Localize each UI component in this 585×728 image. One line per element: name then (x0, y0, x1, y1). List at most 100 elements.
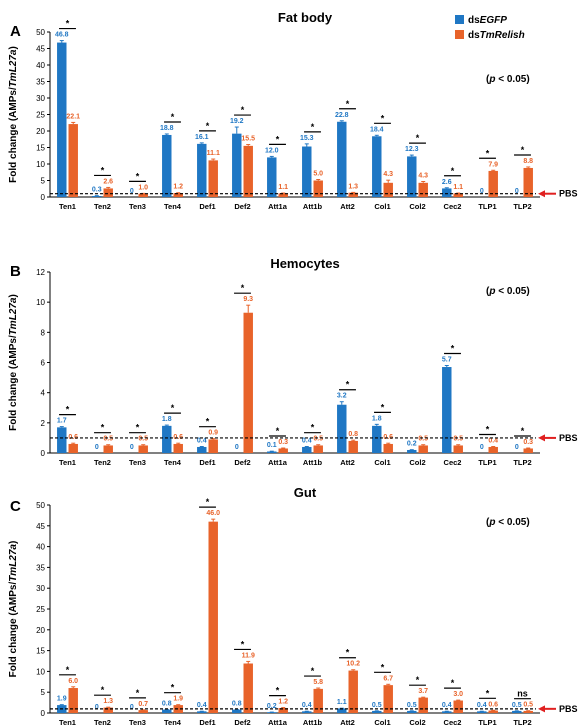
significance-marker: * (66, 665, 70, 675)
y-tick-label: 30 (36, 94, 45, 103)
bar-egfp (232, 133, 242, 197)
data-label: 0.5 (407, 702, 417, 709)
significance-marker: * (136, 171, 140, 181)
p-value-note: (p < 0.05) (486, 286, 530, 297)
x-category-label: Col2 (409, 718, 425, 727)
significance-marker: * (206, 497, 210, 507)
bar-relish (173, 193, 183, 197)
bar-egfp (302, 446, 312, 453)
data-label: 0.6 (68, 434, 78, 441)
y-tick-label: 20 (36, 127, 45, 136)
x-category-label: Ten4 (164, 718, 182, 727)
x-category-label: Att1a (268, 718, 288, 727)
bar-relish (68, 688, 78, 713)
data-label: 1.1 (453, 184, 463, 191)
x-category-label: Def2 (234, 458, 250, 467)
y-tick-label: 40 (36, 61, 45, 70)
x-category-label: Def1 (199, 718, 215, 727)
data-label: 0.8 (232, 700, 242, 707)
y-tick-label: 10 (36, 298, 45, 307)
y-tick-label: 15 (36, 647, 45, 656)
pbs-label: PBS (559, 189, 578, 199)
data-label: 0.4 (197, 438, 207, 445)
bar-egfp (267, 451, 277, 453)
bar-relish (243, 312, 253, 453)
x-category-label: Att1b (303, 718, 323, 727)
x-category-label: Att1a (268, 202, 288, 211)
p-value-note: (p < 0.05) (486, 74, 530, 85)
x-category-label: Cec2 (444, 202, 462, 211)
data-label: 1.1 (337, 699, 347, 706)
bar-egfp (442, 188, 452, 197)
bar-relish (138, 710, 148, 713)
x-category-label: TLP2 (513, 458, 531, 467)
significance-marker: * (101, 685, 105, 695)
y-tick-label: 8 (41, 328, 46, 337)
legend-label-egfp: dsEGFP (468, 15, 507, 26)
data-label: 1.2 (173, 184, 183, 191)
x-category-label: TLP1 (478, 458, 496, 467)
x-category-label: Ten4 (164, 202, 182, 211)
bar-egfp (442, 367, 452, 453)
data-label: 1.2 (278, 699, 288, 706)
y-tick-label: 12 (36, 268, 45, 277)
significance-marker: * (486, 425, 490, 435)
data-label: 12.0 (265, 147, 279, 154)
bar-egfp (512, 710, 522, 713)
data-label: 0.4 (302, 438, 312, 445)
significance-marker: * (311, 423, 315, 433)
significance-marker: * (416, 675, 420, 685)
data-label: 1.9 (173, 696, 183, 703)
bar-relish (348, 440, 358, 453)
data-label: 4.3 (383, 171, 393, 178)
significance-marker: * (276, 426, 280, 436)
data-label: 1.8 (372, 415, 382, 422)
significance-marker: * (101, 165, 105, 175)
y-tick-label: 35 (36, 78, 45, 87)
data-label: 0.4 (477, 702, 487, 709)
data-label: 0.2 (267, 703, 277, 710)
significance-marker: * (171, 403, 175, 413)
y-tick-label: 35 (36, 563, 45, 572)
data-label: 18.4 (370, 126, 384, 133)
bar-egfp (162, 425, 172, 453)
p-value-note: (p < 0.05) (486, 517, 530, 528)
significance-marker: * (346, 99, 350, 109)
x-category-label: Cec2 (444, 458, 462, 467)
data-label: 0.8 (348, 431, 358, 438)
x-category-label: Ten1 (59, 202, 76, 211)
bar-relish (418, 182, 428, 197)
x-category-label: Att2 (340, 718, 355, 727)
pbs-arrow-icon (538, 705, 545, 713)
bar-egfp (407, 710, 417, 713)
data-label: 0 (95, 704, 99, 711)
data-label: 0.4 (302, 702, 312, 709)
significance-marker: * (451, 344, 455, 354)
bar-relish (453, 700, 463, 713)
data-label: 0.4 (197, 702, 207, 709)
x-category-label: Ten2 (94, 458, 111, 467)
bar-egfp (372, 136, 382, 197)
data-label: 18.8 (160, 125, 174, 132)
data-label: 2.6 (103, 178, 113, 185)
data-label: 0 (480, 188, 484, 195)
significance-marker: * (416, 133, 420, 143)
bar-egfp (162, 134, 172, 197)
data-label: 0 (515, 444, 519, 451)
data-label: 0.5 (453, 436, 463, 443)
pbs-arrow-icon (538, 434, 545, 442)
data-label: 5.8 (313, 679, 323, 686)
x-category-label: Ten1 (59, 458, 76, 467)
x-category-label: Ten3 (129, 718, 146, 727)
bar-relish (68, 124, 78, 197)
data-label: 5.0 (313, 171, 323, 178)
y-tick-label: 10 (36, 160, 45, 169)
data-label: 9.3 (243, 296, 253, 303)
x-category-label: Att2 (340, 458, 355, 467)
x-category-label: Ten3 (129, 202, 146, 211)
data-label: 0.3 (523, 439, 533, 446)
data-label: 22.8 (335, 112, 349, 119)
significance-marker: * (136, 688, 140, 698)
bar-relish (488, 710, 498, 713)
